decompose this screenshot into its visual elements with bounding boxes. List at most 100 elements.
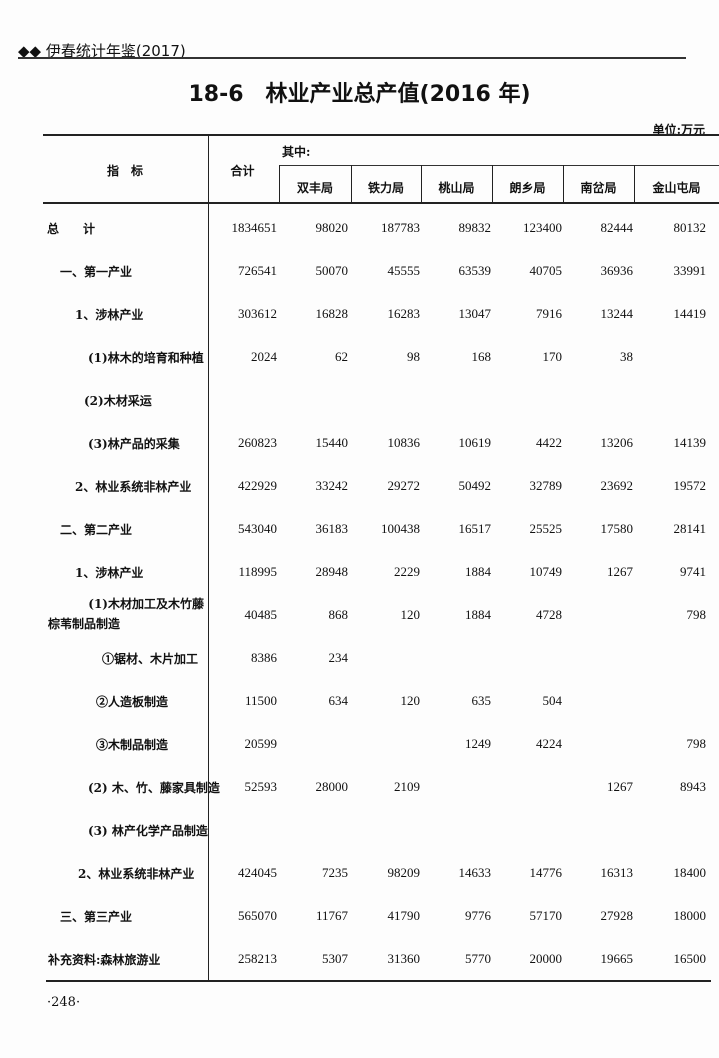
cell-value: 33991	[673, 263, 707, 278]
cell-value: 798	[686, 736, 707, 751]
table-row: ②人造板制造 11500 634 120 635 504	[0, 693, 719, 713]
column-header: 铁力局	[367, 181, 404, 195]
cell-value: 4728	[536, 607, 562, 622]
table-top-rule	[43, 134, 719, 136]
cell-value: 98	[407, 349, 420, 364]
table-row: (3) 林产化学产品制造	[0, 822, 719, 842]
cell-value: 16283	[387, 306, 421, 321]
cell-value: 168	[471, 349, 492, 364]
cell-total: 2024	[251, 349, 277, 364]
cell-value: 8943	[680, 779, 706, 794]
cell-value: 10749	[529, 564, 563, 579]
cell-value: 187783	[381, 220, 420, 235]
cell-value: 13206	[600, 435, 634, 450]
cell-value: 57170	[529, 908, 563, 923]
cell-value: 32789	[529, 478, 563, 493]
subheader-divider	[492, 165, 493, 202]
table-row: (2)木材采运	[0, 392, 719, 412]
cell-value: 41790	[387, 908, 421, 923]
column-header: 双丰局	[296, 181, 333, 195]
cell-value: 80132	[673, 220, 707, 235]
subheader-divider	[634, 165, 635, 202]
cell-value: 4422	[536, 435, 562, 450]
row-label: (3) 林产化学产品制造	[88, 824, 208, 838]
cell-total: 424045	[238, 865, 277, 880]
cell-value: 40705	[529, 263, 563, 278]
header-bottom-rule	[43, 202, 719, 204]
row-label: ③木制品制造	[96, 738, 169, 752]
running-head: ◆◆ 伊春统计年鉴(2017)	[18, 42, 186, 60]
cell-value: 31360	[387, 951, 421, 966]
table-row: 二、第二产业 543040 36183 100438 16517 25525 17580 28…	[0, 521, 719, 541]
cell-value: 82444	[600, 220, 634, 235]
header-rule	[18, 57, 686, 59]
cell-value: 5770	[465, 951, 491, 966]
cell-value: 1267	[607, 779, 633, 794]
row-label: 补充资料:森林旅游业	[48, 953, 161, 967]
cell-value: 45555	[387, 263, 421, 278]
cell-total: 40485	[244, 607, 278, 622]
cell-total: 118995	[238, 564, 277, 579]
row-label: 1、涉林产业	[75, 566, 144, 580]
column-header: 桃山局	[438, 181, 475, 195]
cell-total: 260823	[238, 435, 277, 450]
cell-value: 13047	[458, 306, 492, 321]
cell-value: 9776	[465, 908, 491, 923]
row-label: (1)木材加工及木竹藤	[88, 597, 204, 611]
page-title: 18-6 林业产业总产值(2016 年)	[188, 82, 531, 107]
cell-value: 13244	[600, 306, 634, 321]
cell-value: 16500	[673, 951, 707, 966]
cell-value: 14139	[673, 435, 707, 450]
cell-value: 14633	[458, 865, 492, 880]
cell-value: 11767	[315, 908, 348, 923]
cell-value: 7916	[536, 306, 562, 321]
cell-value: 27928	[600, 908, 634, 923]
cell-value: 28000	[315, 779, 349, 794]
cell-total: 565070	[238, 908, 277, 923]
cell-value: 10836	[387, 435, 421, 450]
subheader-rule	[279, 165, 719, 166]
cell-value: 635	[471, 693, 492, 708]
column-header: 南岔局	[580, 181, 617, 195]
table-row: 一、第一产业 726541 50070 45555 63539 40705 36936 339…	[0, 263, 719, 283]
cell-value: 36183	[315, 521, 349, 536]
cell-value: 4224	[536, 736, 562, 751]
cell-value: 89832	[458, 220, 492, 235]
cell-value: 50492	[458, 478, 492, 493]
cell-value: 5307	[322, 951, 348, 966]
cell-value: 19572	[673, 478, 707, 493]
table-row: 1、涉林产业 118995 28948 2229 1884 10749 1267 9741	[0, 564, 719, 584]
cell-value: 1884	[465, 564, 491, 579]
subheader-divider	[563, 165, 564, 202]
row-label: (1)林木的培育和种植	[88, 351, 204, 365]
page-number: ·248·	[47, 995, 81, 1010]
table-row: ①锯材、木片加工 8386 234	[0, 650, 719, 670]
table-row: 总 计 1834651 98020 187783 89832 123400 82444 801…	[0, 220, 719, 240]
table-row: 2、林业系统非林产业 424045 7235 98209 14633 14776 16313…	[0, 865, 719, 885]
cell-value: 14419	[673, 306, 707, 321]
cell-value: 9741	[680, 564, 706, 579]
cell-value: 38	[620, 349, 633, 364]
cell-value: 28141	[673, 521, 707, 536]
table-row: 补充资料:森林旅游业 258213 5307 31360 5770 20000 19665 1…	[0, 951, 719, 971]
cell-value: 10619	[458, 435, 492, 450]
row-label: 1、涉林产业	[75, 308, 144, 322]
cell-value: 33242	[315, 478, 349, 493]
table-row: (1)木材加工及木竹藤 棕苇制品制造 40485 868 120 1884 4728 798	[0, 597, 719, 631]
cell-value: 504	[542, 693, 563, 708]
cell-value: 170	[542, 349, 563, 364]
cell-value: 18000	[673, 908, 707, 923]
row-label: ②人造板制造	[96, 695, 169, 709]
row-label: 二、第二产业	[60, 523, 133, 537]
cell-value: 18400	[673, 865, 707, 880]
table-row: (2) 木、竹、藤家具制造 52593 28000 2109 1267 8943	[0, 779, 719, 799]
row-label: (2) 木、竹、藤家具制造	[88, 781, 220, 795]
row-label: 2、林业系统非林产业	[78, 867, 195, 881]
cell-value: 63539	[458, 263, 492, 278]
cell-total: 726541	[238, 263, 277, 278]
cell-total: 258213	[238, 951, 277, 966]
cell-value: 25525	[529, 521, 563, 536]
header-indicator: 指 标	[106, 164, 143, 178]
row-label: 三、第三产业	[60, 910, 133, 924]
cell-total: 543040	[238, 521, 277, 536]
